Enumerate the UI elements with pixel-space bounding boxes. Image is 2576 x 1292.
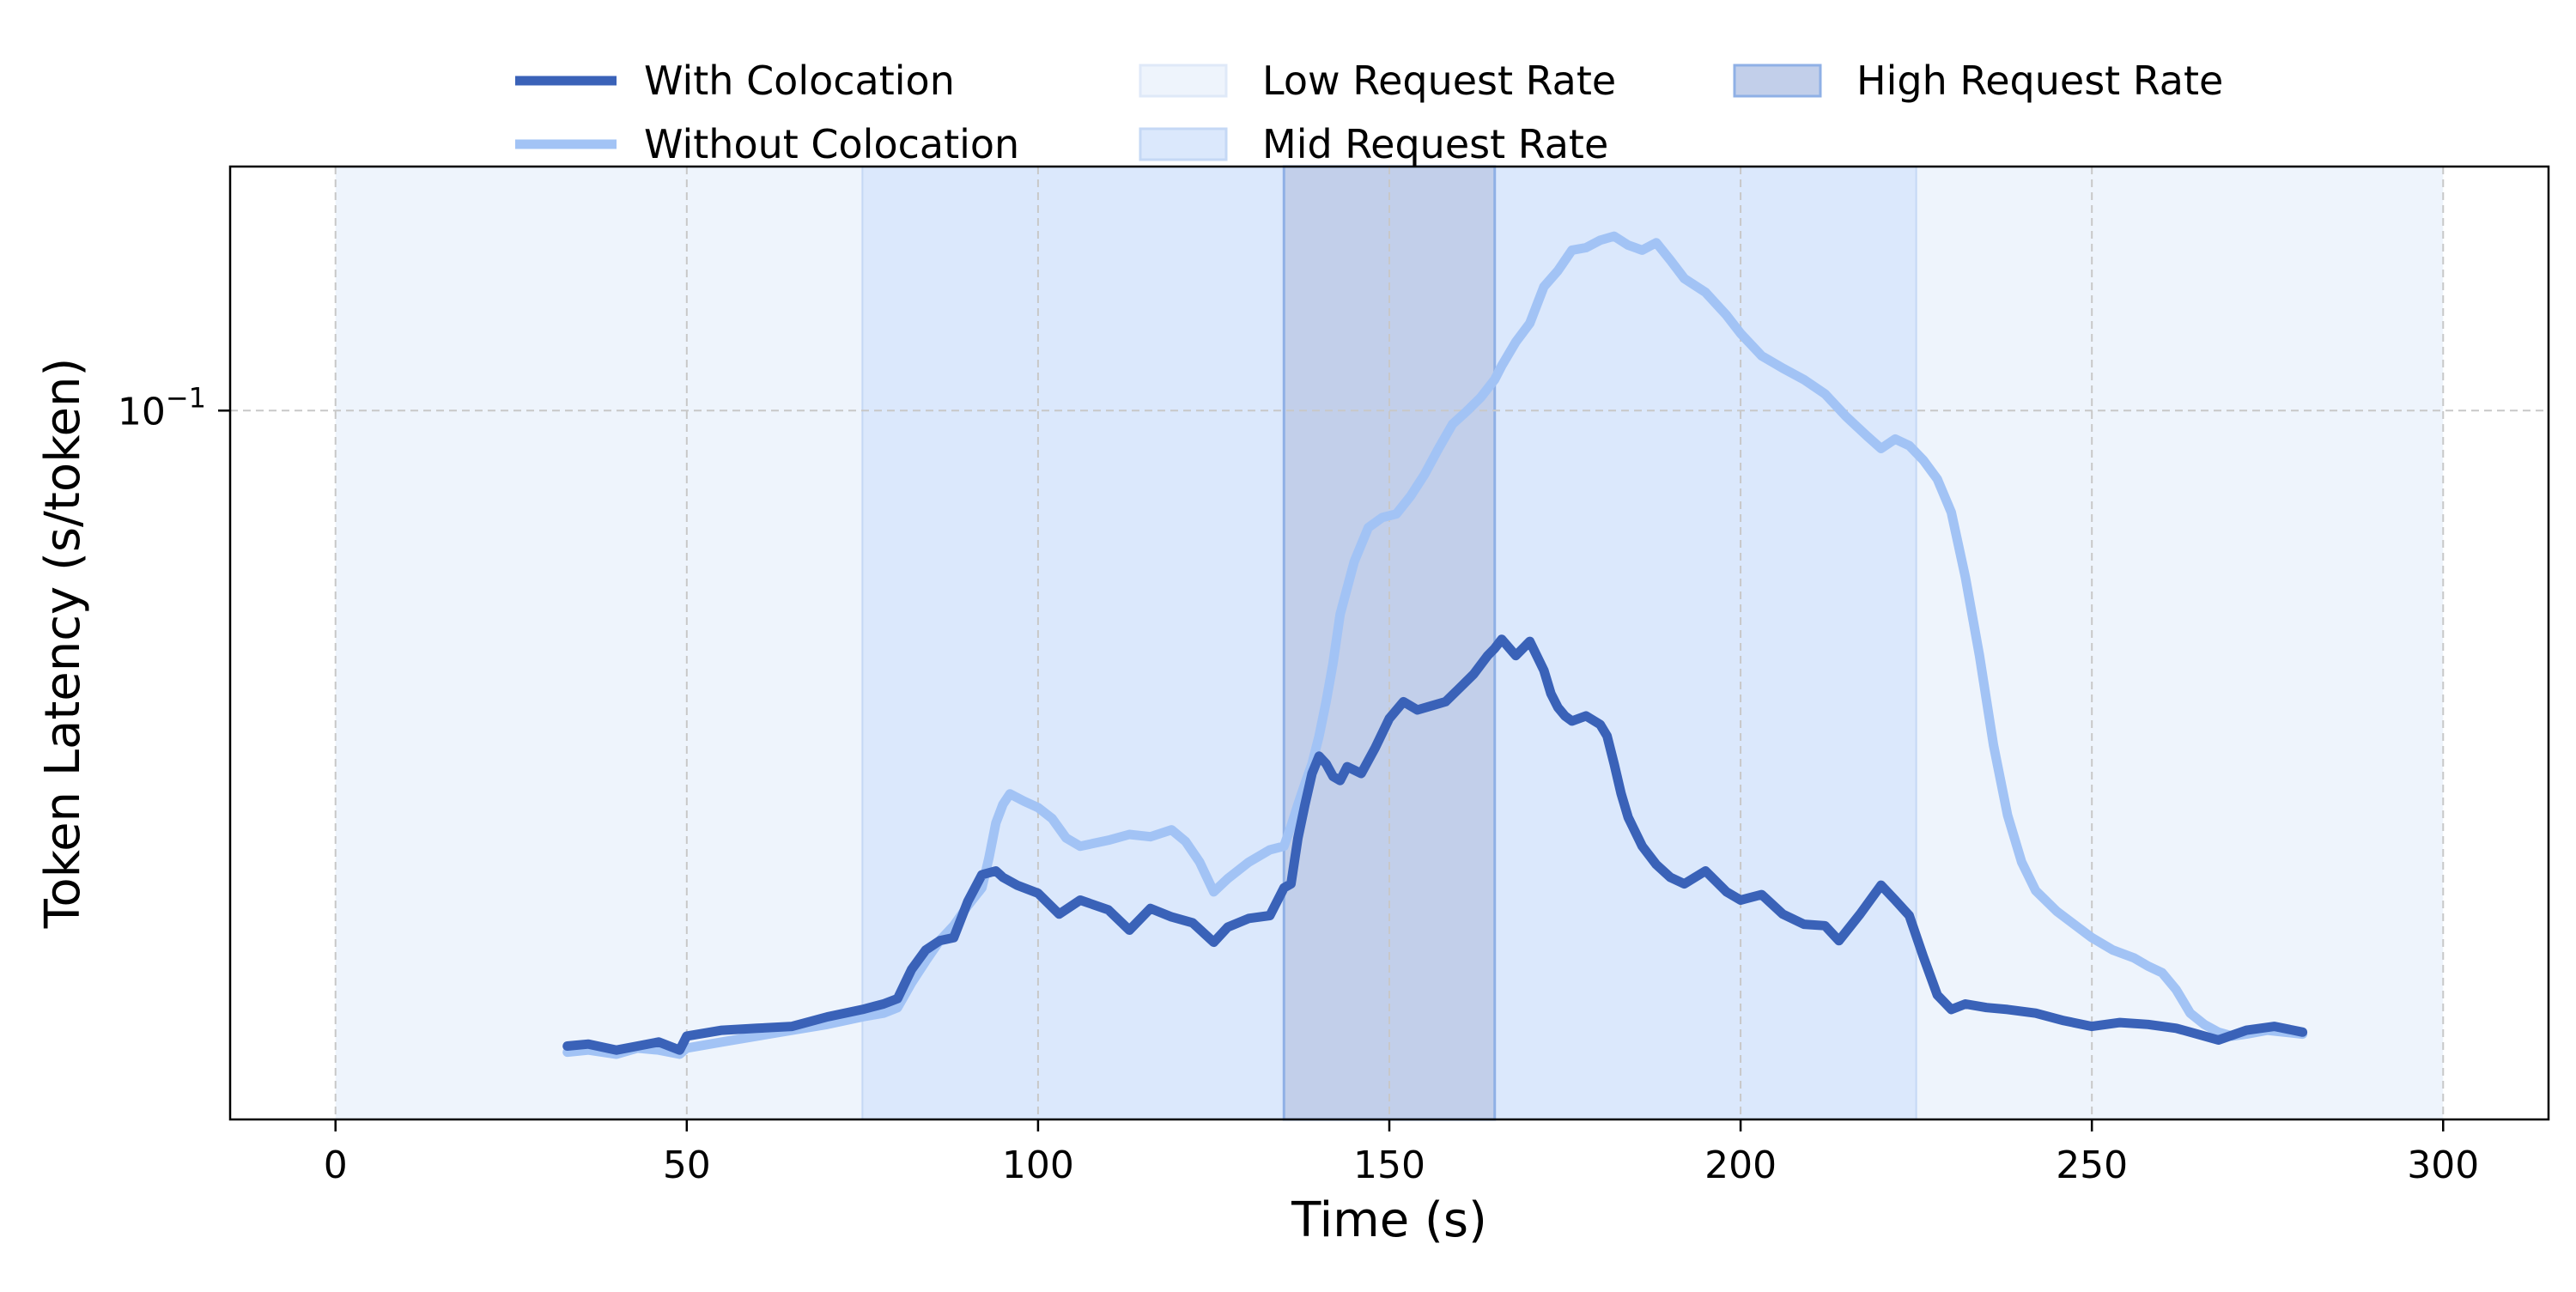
legend-label-low-request-rate: Low Request Rate	[1262, 58, 1616, 104]
legend-swatch-high-request-rate	[1733, 64, 1822, 98]
x-axis-title: Time (s)	[1291, 1192, 1487, 1248]
request-rate-regions	[335, 165, 2444, 1121]
legend-label-high-request-rate: High Request Rate	[1856, 58, 2223, 104]
y-axis-title: Token Latency (s/token)	[35, 358, 91, 930]
legend-swatch-low-request-rate	[1139, 64, 1228, 98]
region-low-request-rate-0	[335, 167, 863, 1119]
series-line-with-colocation	[562, 634, 2308, 1055]
series-lines	[562, 231, 2308, 1059]
x-tick-label-0: 0	[324, 1143, 348, 1187]
legend-label-with-colocation: With Colocation	[644, 58, 955, 104]
x-tick-label-2: 100	[1002, 1143, 1074, 1187]
x-tick-label-3: 150	[1353, 1143, 1425, 1187]
x-tick-label-5: 250	[2056, 1143, 2128, 1187]
region-low-request-rate-1	[1916, 167, 2444, 1119]
y-tick-label-0: 10−1	[118, 381, 206, 434]
legend-label-without-colocation: Without Colocation	[644, 121, 1019, 167]
x-tick-label-6: 300	[2407, 1143, 2479, 1187]
legend-label-mid-request-rate: Mid Request Rate	[1262, 121, 1608, 167]
legend: With Colocation Without Colocation Low Req…	[515, 58, 2223, 167]
x-tick-label-1: 50	[663, 1143, 711, 1187]
grid-lines	[230, 167, 2549, 1119]
region-mid-request-rate-0	[861, 166, 1285, 1120]
axis-ticks: 0 50 100 150 200 250 300 10−1	[118, 381, 2479, 1187]
region-mid-request-rate-1	[1493, 166, 1917, 1120]
legend-swatch-mid-request-rate	[1139, 127, 1228, 161]
x-tick-label-4: 200	[1704, 1143, 1777, 1187]
